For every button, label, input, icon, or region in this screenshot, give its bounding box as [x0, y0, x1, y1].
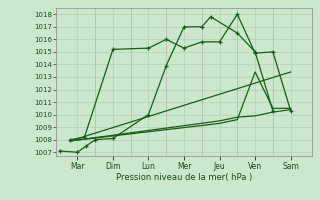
X-axis label: Pression niveau de la mer( hPa ): Pression niveau de la mer( hPa )	[116, 173, 252, 182]
